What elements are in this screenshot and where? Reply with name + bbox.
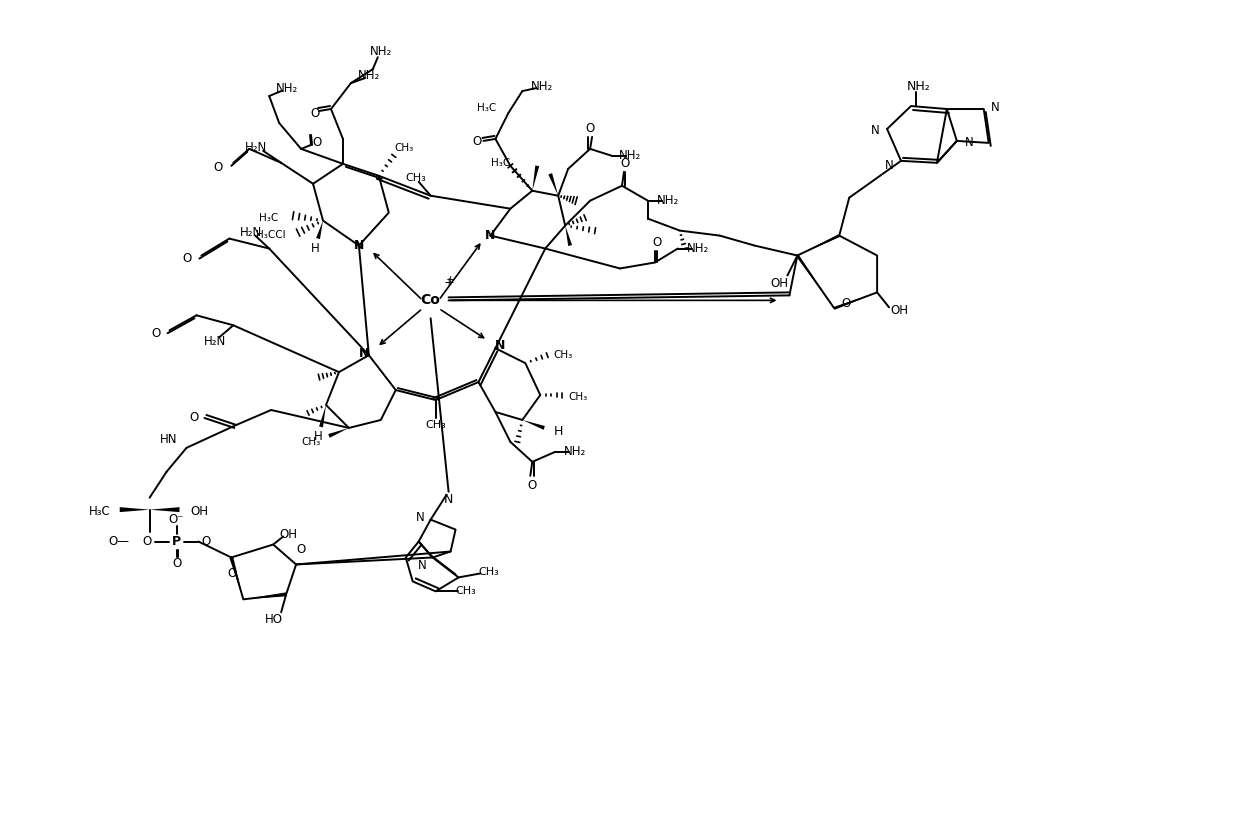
Text: N: N	[991, 100, 1000, 113]
Text: H₂N: H₂N	[240, 226, 263, 239]
Polygon shape	[798, 234, 840, 256]
Polygon shape	[120, 507, 150, 512]
Text: N: N	[885, 160, 893, 173]
Text: O: O	[841, 297, 851, 310]
Text: H: H	[313, 431, 322, 444]
Text: HN: HN	[160, 433, 177, 446]
Text: O: O	[311, 107, 320, 120]
Text: NH₂: NH₂	[907, 80, 930, 93]
Polygon shape	[834, 292, 877, 310]
Polygon shape	[533, 165, 539, 190]
Text: OH: OH	[279, 528, 297, 541]
Text: NH₂: NH₂	[564, 445, 586, 458]
Text: OH: OH	[191, 505, 208, 519]
Text: Co: Co	[421, 293, 441, 308]
Text: O: O	[473, 135, 482, 148]
Text: O⁻: O⁻	[169, 513, 185, 526]
Text: N: N	[871, 125, 880, 138]
Text: O: O	[214, 161, 223, 174]
Polygon shape	[523, 420, 545, 430]
Text: N: N	[353, 239, 364, 252]
Text: CH₃: CH₃	[478, 567, 499, 577]
Text: O: O	[142, 535, 151, 548]
Text: O: O	[190, 411, 199, 424]
Polygon shape	[328, 428, 349, 438]
Text: CH₃: CH₃	[301, 437, 321, 447]
Text: +: +	[444, 276, 453, 289]
Text: O: O	[586, 122, 595, 135]
Text: P: P	[172, 535, 181, 548]
Text: NH₂: NH₂	[657, 195, 679, 208]
Polygon shape	[565, 225, 572, 246]
Polygon shape	[797, 255, 834, 309]
Text: O: O	[202, 535, 211, 548]
Text: N: N	[444, 493, 453, 506]
Text: N: N	[419, 559, 427, 572]
Text: NH₂: NH₂	[686, 242, 709, 255]
Text: H₃CCl: H₃CCl	[256, 230, 286, 239]
Text: O: O	[172, 557, 181, 570]
Text: CH₃: CH₃	[425, 420, 446, 430]
Text: N: N	[486, 229, 496, 242]
Text: O: O	[296, 543, 306, 556]
Polygon shape	[229, 557, 243, 599]
Text: O: O	[228, 567, 237, 580]
Text: NH₂: NH₂	[276, 81, 299, 94]
Text: O: O	[312, 137, 322, 150]
Text: CH₃: CH₃	[554, 350, 572, 360]
Text: NH₂: NH₂	[358, 68, 380, 81]
Text: OH: OH	[890, 304, 908, 317]
Text: H₂N: H₂N	[204, 335, 227, 348]
Text: H₃C: H₃C	[259, 212, 278, 223]
Text: O: O	[652, 236, 662, 249]
Text: H: H	[554, 426, 563, 439]
Text: H₃C: H₃C	[89, 505, 110, 519]
Text: CH₃: CH₃	[455, 586, 476, 597]
Text: H₃C: H₃C	[477, 103, 496, 113]
Text: CH₃: CH₃	[569, 392, 587, 402]
Text: N: N	[964, 137, 973, 150]
Text: H₂N: H₂N	[245, 142, 268, 155]
Text: NH₂: NH₂	[369, 45, 392, 58]
Text: N: N	[358, 347, 369, 360]
Text: H: H	[311, 242, 320, 255]
Text: CH₃: CH₃	[405, 173, 426, 183]
Text: N: N	[496, 339, 506, 352]
Text: OH: OH	[771, 277, 788, 290]
Text: CH₃: CH₃	[394, 143, 414, 153]
Text: N: N	[416, 511, 425, 524]
Polygon shape	[549, 173, 559, 195]
Text: +: +	[446, 275, 455, 286]
Text: O: O	[151, 326, 160, 339]
Polygon shape	[150, 507, 180, 512]
Polygon shape	[320, 405, 326, 427]
Text: HO: HO	[265, 613, 284, 626]
Text: O: O	[528, 479, 536, 492]
Text: H₃C: H₃C	[491, 158, 510, 168]
Polygon shape	[243, 593, 286, 599]
Text: O: O	[621, 157, 629, 170]
Text: NH₂: NH₂	[618, 149, 641, 162]
Text: O—: O—	[108, 535, 129, 548]
Polygon shape	[316, 221, 323, 239]
Text: NH₂: NH₂	[532, 80, 554, 93]
Text: O: O	[183, 252, 192, 265]
